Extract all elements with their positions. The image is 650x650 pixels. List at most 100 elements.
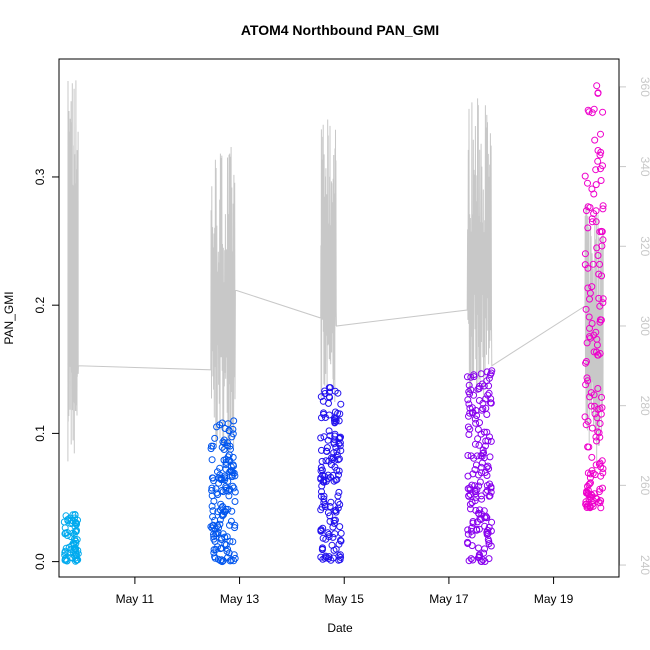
data-point [585,108,593,116]
data-point [593,348,600,356]
data-point [596,420,604,427]
data-point [330,519,338,527]
data-point [471,415,479,423]
data-point [595,270,603,278]
data-point [330,517,338,525]
data-point [468,404,476,412]
data-point [327,556,335,564]
data-point [218,544,225,552]
data-point [469,556,477,564]
data-point [599,299,607,307]
data-point [318,546,326,554]
data-point [582,421,590,429]
data-point [482,514,490,522]
data-point [483,472,491,479]
data-point [584,443,592,451]
data-point [581,413,589,421]
data-point [465,412,472,420]
data-point [582,381,590,389]
data-point [468,542,476,550]
data-point [72,552,80,560]
data-point [487,542,495,550]
data-point [478,406,486,414]
data-point [331,408,339,416]
data-point [230,484,238,492]
data-point [227,517,235,525]
data-point [331,530,339,538]
data-point [466,486,474,494]
data-point [467,555,475,563]
data-point [485,382,493,390]
data-point [584,284,592,292]
data-point [73,519,80,527]
data-point [226,468,234,476]
data-point [594,157,602,165]
data-point [210,549,218,557]
data-point [464,526,472,534]
data-point [226,521,233,529]
data-point [231,521,239,529]
data-point [591,490,598,498]
data-point [322,457,330,465]
data-point [221,533,229,541]
data-point [322,414,329,421]
data-point [598,228,606,236]
data-point [225,549,233,557]
data-point [325,533,333,541]
data-point [597,165,604,173]
data-point [61,549,69,556]
data-point [322,477,330,485]
data-point [319,471,327,479]
data-point [473,486,481,494]
data-point [333,466,341,474]
x-tick-label: May 11 [116,592,155,606]
data-point [483,428,491,436]
data-point [596,459,604,467]
data-point [318,446,325,454]
data-point [226,485,233,493]
data-point [590,391,598,399]
data-point [335,488,343,496]
data-point [487,488,495,496]
data-point [586,334,594,342]
data-point [334,492,342,500]
data-point [208,487,216,494]
data-point [581,261,589,269]
data-point [585,313,593,321]
data-point [322,553,330,561]
data-point [324,509,332,517]
data-point [208,484,216,492]
data-point [586,295,593,303]
data-point [584,377,592,385]
data-point [583,489,590,497]
data-point [208,456,216,464]
data-point [599,465,607,473]
data-point [72,537,80,545]
data-point [73,536,81,544]
y-tick-label: 0.1 [33,425,47,442]
data-point [317,526,325,534]
data-point [219,557,227,565]
line-series [67,80,604,462]
data-point [589,260,597,268]
data-point [598,393,605,401]
data-point [331,430,339,438]
data-point [229,425,237,433]
data-point [481,545,489,553]
data-point [230,469,238,477]
data-point [597,504,605,512]
data-point [597,316,605,324]
data-point [475,510,483,518]
data-point [222,541,230,549]
data-point [475,385,483,392]
y-tick-label: 0.2 [33,297,47,314]
data-point [596,151,604,159]
data-point [318,466,326,474]
data-point [596,228,604,236]
data-point [337,529,345,537]
data-point [225,492,233,500]
data-point [480,507,488,515]
data-point [474,426,482,433]
data-point [318,482,326,490]
